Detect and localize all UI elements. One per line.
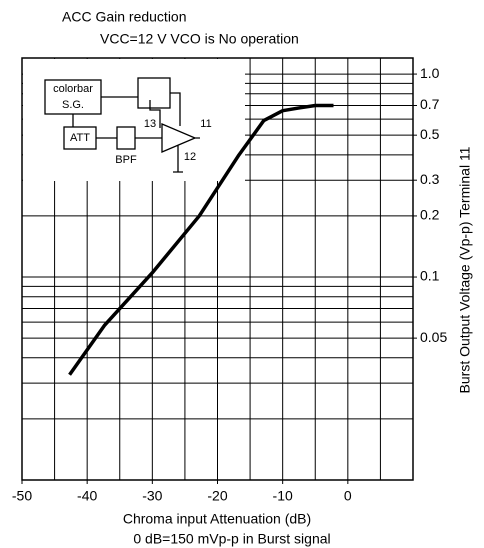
x-tick-label: -20 xyxy=(207,488,227,504)
y-tick-label: 1.0 xyxy=(420,65,440,81)
chart-title: ACC Gain reduction xyxy=(62,9,187,25)
inset-wiring xyxy=(72,92,200,173)
x-tick-label: -40 xyxy=(77,488,97,504)
x-tick-label: -10 xyxy=(273,488,293,504)
inset-label: ATT xyxy=(70,132,90,144)
y-tick-label: 0.2 xyxy=(420,207,440,223)
x-tick-label: -50 xyxy=(12,488,32,504)
inset-label: S.G. xyxy=(62,99,84,111)
x-tick-label: -30 xyxy=(142,488,162,504)
y-tick-label: 0.05 xyxy=(420,329,447,345)
x-tick-label: 0 xyxy=(344,488,352,504)
inset-label: 13 xyxy=(144,118,156,130)
chart-subtitle: VCC=12 V VCO is No operation xyxy=(100,31,299,47)
inset-label: 11 xyxy=(200,118,211,130)
y-tick-label: 0.3 xyxy=(420,171,440,187)
inset-label: BPF xyxy=(115,154,137,166)
note: 0 dB=150 mVp-p in Burst signal xyxy=(133,531,330,547)
data-line xyxy=(68,103,334,376)
y-tick-label: 0.1 xyxy=(420,268,440,284)
inset-label: 12 xyxy=(184,151,196,163)
inset-background xyxy=(23,59,245,181)
x-axis-label: Chroma input Attenuation (dB) xyxy=(123,511,311,527)
y-tick-label: 0.5 xyxy=(420,126,440,142)
y-tick-label: 0.7 xyxy=(420,96,440,112)
y-axis-label: Burst Output Voltage (Vp-p) Terminal 11 xyxy=(457,146,473,393)
inset-label: colorbar xyxy=(53,83,93,95)
inset-diagram: colorbar S.G. ATT BPF 13 11 12 xyxy=(23,59,245,181)
